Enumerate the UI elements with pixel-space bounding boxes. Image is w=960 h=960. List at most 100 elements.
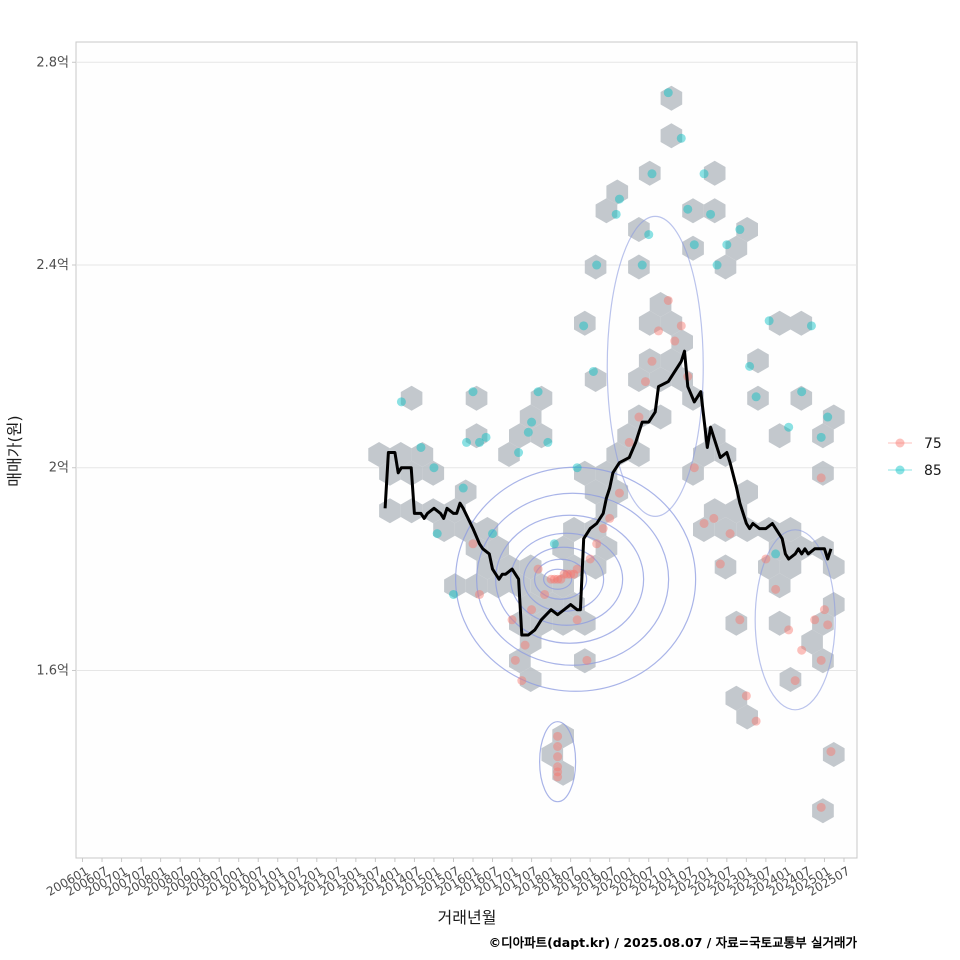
hex-bin xyxy=(368,442,390,467)
data-point-85 xyxy=(549,539,559,549)
data-point-75 xyxy=(784,625,794,635)
hex-bin xyxy=(812,610,834,636)
data-point-75 xyxy=(689,463,699,473)
data-point-75 xyxy=(475,589,485,599)
hex-bin xyxy=(703,160,726,186)
hex-bin xyxy=(703,498,726,524)
data-point-85 xyxy=(751,392,761,402)
data-point-85 xyxy=(543,437,553,447)
data-point-75 xyxy=(816,655,826,665)
data-point-85 xyxy=(468,387,478,397)
hex-bin xyxy=(638,310,661,336)
data-point-85 xyxy=(735,225,745,235)
hex-bin xyxy=(822,592,845,617)
data-point-85 xyxy=(429,463,439,473)
density-contour xyxy=(543,568,573,590)
hex-bin xyxy=(736,217,758,242)
data-point-85 xyxy=(706,209,716,219)
data-point-75 xyxy=(572,564,582,574)
hex-bin xyxy=(725,685,748,711)
hex-bin xyxy=(400,498,423,524)
hex-bin xyxy=(519,404,542,430)
hex-bin xyxy=(487,573,509,599)
hex-bin xyxy=(400,385,423,411)
source-caption: ©디아파트(dapt.kr) / 2025.08.07 / 자료=국토교통부 실… xyxy=(489,935,858,950)
hex-bin xyxy=(790,310,813,336)
data-point-85 xyxy=(462,437,471,447)
density-contour xyxy=(534,558,588,600)
hex-bin xyxy=(379,460,401,486)
legend: 75 85 xyxy=(888,436,942,479)
hex-bin xyxy=(703,198,726,224)
hex-bin xyxy=(574,648,596,674)
data-point-85 xyxy=(816,432,826,442)
data-point-75 xyxy=(546,574,556,584)
data-point-85 xyxy=(614,194,624,204)
y-tick-label: 1.6억 xyxy=(36,663,69,678)
data-point-85 xyxy=(514,448,524,458)
hex-bin xyxy=(628,254,650,280)
data-point-75 xyxy=(663,295,673,305)
data-point-85 xyxy=(806,321,816,331)
trend-line xyxy=(383,349,833,637)
plot-panel xyxy=(75,41,858,859)
data-point-85 xyxy=(683,204,693,214)
hex-bin xyxy=(758,517,780,542)
hex-bin xyxy=(747,385,769,411)
hex-bin xyxy=(725,235,748,261)
data-point-75 xyxy=(582,655,592,665)
hex-bin xyxy=(682,198,704,224)
y-tick-label: 2.8억 xyxy=(36,55,69,70)
data-point-85 xyxy=(396,397,406,407)
hex-bin xyxy=(530,423,553,449)
data-point-85 xyxy=(533,387,543,397)
data-point-85 xyxy=(592,260,602,270)
data-point-75 xyxy=(699,518,709,528)
data-point-75 xyxy=(507,615,517,625)
data-point-85 xyxy=(588,366,598,376)
data-point-75 xyxy=(735,615,745,625)
x-axis-title: 거래년월 xyxy=(438,908,497,927)
hex-bin xyxy=(628,217,650,242)
data-point-75 xyxy=(653,326,663,336)
data-point-75 xyxy=(647,356,657,366)
hex-bin xyxy=(584,479,607,505)
hex-bin xyxy=(487,535,509,561)
data-point-75 xyxy=(741,691,751,701)
hex-bin xyxy=(433,517,455,542)
density-contour xyxy=(510,532,624,626)
legend-key-point xyxy=(895,438,905,448)
hex-bin xyxy=(649,367,672,392)
hex-bin xyxy=(476,517,499,542)
data-point-75 xyxy=(520,640,530,650)
hex-bin xyxy=(454,479,477,505)
hex-bin xyxy=(465,385,488,411)
data-point-85 xyxy=(676,133,686,143)
density-contour xyxy=(476,492,670,666)
data-point-75 xyxy=(553,752,563,762)
data-point-75 xyxy=(709,513,719,523)
hex-bin xyxy=(693,517,715,542)
data-point-85 xyxy=(647,169,657,179)
data-point-75 xyxy=(614,488,624,498)
hex-bin xyxy=(628,367,650,392)
density-contour xyxy=(495,514,645,644)
plot-border xyxy=(75,41,858,859)
hex-bin xyxy=(660,310,683,336)
data-point-75 xyxy=(566,569,576,579)
hex-bin xyxy=(801,629,823,655)
data-point-75 xyxy=(553,767,563,777)
data-point-75 xyxy=(533,564,543,574)
data-point-75 xyxy=(585,554,595,564)
hex-bin xyxy=(812,460,834,486)
data-point-75 xyxy=(670,336,680,346)
density-contour xyxy=(606,215,704,517)
hex-bin xyxy=(725,610,748,636)
data-point-75 xyxy=(715,559,725,569)
legend-label: 75 xyxy=(924,436,942,452)
data-point-85 xyxy=(745,361,755,371)
hex-bin xyxy=(638,160,661,186)
hex-bin xyxy=(422,498,445,524)
data-point-75 xyxy=(553,762,563,772)
hex-bin xyxy=(584,554,607,580)
